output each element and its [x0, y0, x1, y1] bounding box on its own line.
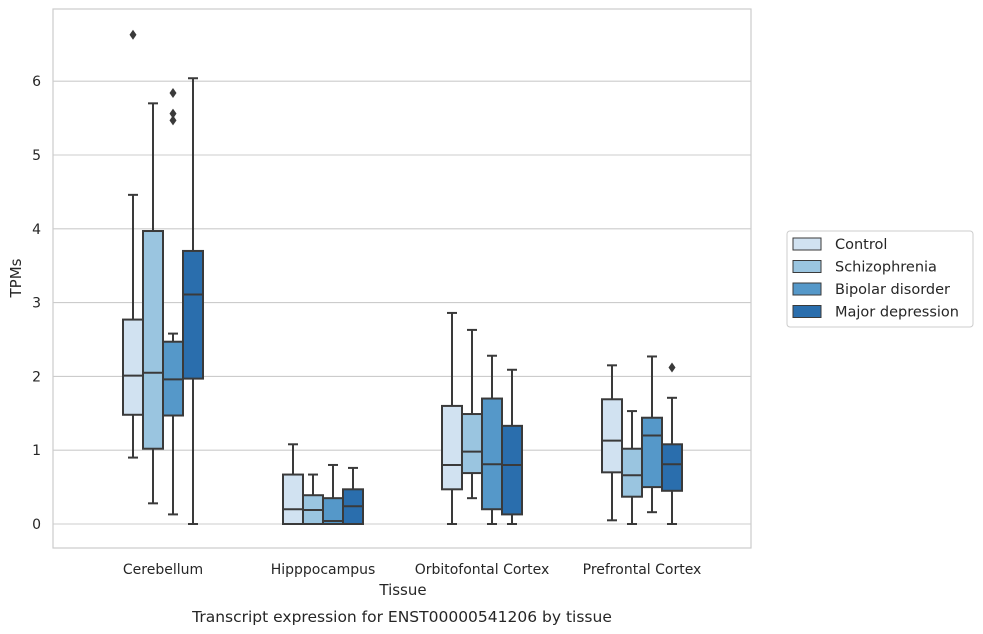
legend-label: Schizophrenia: [835, 260, 937, 276]
box-iqr: [461, 413, 483, 475]
box-iqr: [501, 424, 523, 516]
x-tick-label: Orbitofontal Cortex: [415, 562, 550, 578]
box-iqr: [122, 318, 144, 416]
outlier-point: [129, 29, 137, 40]
box-major-depression: [342, 466, 364, 525]
outlier-point: [169, 115, 177, 126]
legend-swatch: [792, 305, 822, 318]
y-tick-label: 1: [32, 443, 41, 459]
box-major-depression: [661, 362, 683, 525]
box-bipolar-disorder: [162, 88, 184, 516]
outlier-point: [169, 88, 177, 99]
x-tick-labels: Cerebellum Hipppocampus Orbitofontal Corte…: [123, 562, 701, 578]
box-control: [441, 311, 463, 525]
x-tick-label: Hipppocampus: [271, 562, 376, 578]
outlier-point: [668, 362, 676, 373]
box-bipolar-disorder: [322, 463, 344, 526]
legend: Control Schizophrenia Bipolar disorder Majo…: [786, 230, 974, 328]
figure-caption: Transcript expression for ENST0000054120…: [191, 608, 612, 626]
y-tick-label: 0: [32, 517, 41, 533]
box-iqr: [182, 249, 204, 380]
box-bipolar-disorder: [641, 355, 663, 514]
legend-label: Bipolar disorder: [835, 282, 950, 298]
box-iqr: [601, 398, 623, 474]
box-series: [122, 29, 683, 526]
x-axis-title: Tissue: [378, 581, 426, 599]
y-tick-labels: 0 1 2 3 4 5 6: [32, 74, 41, 533]
x-tick-label: Cerebellum: [123, 562, 203, 578]
y-tick-label: 4: [32, 222, 41, 238]
box-iqr: [621, 447, 643, 498]
box-iqr: [481, 397, 503, 511]
x-tick-label: Prefrontal Cortex: [583, 562, 702, 578]
legend-swatch: [792, 260, 822, 273]
y-axis-title: TPMs: [7, 258, 25, 298]
box-schizophrenia: [142, 102, 164, 505]
box-iqr: [641, 416, 663, 489]
y-tick-label: 6: [32, 74, 41, 90]
legend-frame: [786, 230, 974, 328]
box-schizophrenia: [461, 328, 483, 500]
box-iqr: [661, 443, 683, 492]
legend-swatch: [792, 237, 822, 251]
legend-swatch: [792, 282, 822, 296]
legend-label: Control: [835, 237, 887, 253]
box-control: [601, 364, 623, 522]
box-iqr: [282, 473, 304, 525]
box-major-depression: [501, 368, 523, 525]
y-tick-label: 5: [32, 148, 41, 164]
box-major-depression: [182, 77, 204, 525]
box-iqr: [142, 230, 164, 450]
y-tick-label: 2: [32, 369, 41, 385]
y-tick-label: 3: [32, 296, 41, 312]
box-iqr: [441, 404, 463, 491]
outlier-point: [169, 108, 177, 119]
legend-label: Major depression: [835, 305, 959, 321]
